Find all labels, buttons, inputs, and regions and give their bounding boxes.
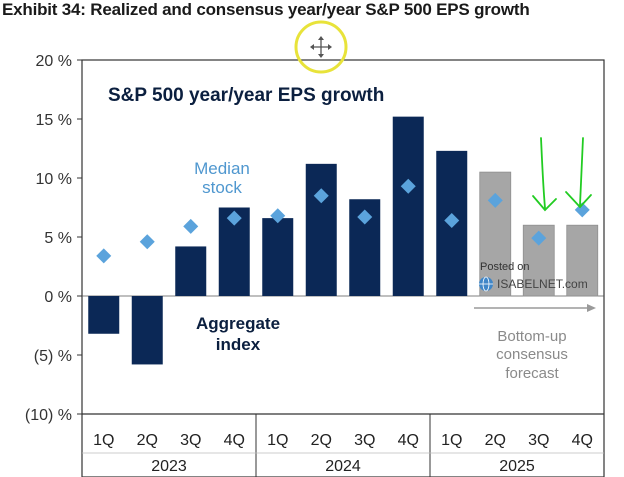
- median-marker: [96, 248, 112, 264]
- forecast-label-line-1: Bottom-up: [497, 328, 566, 345]
- x-tick-label: 1Q: [93, 432, 114, 449]
- year-label: 2025: [499, 458, 535, 475]
- aggregate-bar: [392, 116, 424, 296]
- y-tick-label: 10 %: [36, 171, 72, 188]
- aggregate-bar: [88, 296, 120, 334]
- median-label-line-1: Median: [194, 159, 250, 178]
- forecast-bar: [522, 224, 555, 297]
- x-tick-label: 2Q: [137, 432, 158, 449]
- median-marker: [183, 218, 199, 234]
- median-marker: [313, 188, 329, 204]
- x-tick-label: 1Q: [441, 432, 462, 449]
- year-label: 2024: [325, 458, 361, 475]
- aggregate-bar: [262, 218, 294, 296]
- forecast-arrow: [474, 304, 596, 312]
- aggregate-label-line-2: index: [216, 335, 261, 354]
- y-tick-label: (10) %: [25, 407, 72, 424]
- x-tick-label: 3Q: [528, 432, 549, 449]
- forecast-label-line-2: consensus: [496, 346, 568, 363]
- median-marker: [400, 178, 416, 194]
- chart-inner-title: S&P 500 year/year EPS growth: [108, 85, 384, 106]
- forecast-bar: [566, 224, 599, 297]
- median-marker: [357, 209, 373, 225]
- y-tick-label: 20 %: [36, 53, 72, 70]
- isabelnet-watermark: Posted on ISABELNET.com: [479, 261, 588, 292]
- aggregate-label-line-1: Aggregate: [196, 314, 280, 333]
- y-tick-label: (5) %: [34, 348, 72, 365]
- median-marker: [444, 212, 460, 228]
- year-label: 2023: [151, 458, 187, 475]
- aggregate-bar: [131, 296, 163, 365]
- median-marker: [487, 192, 503, 208]
- median-marker: [226, 210, 242, 226]
- median-marker: [531, 230, 547, 246]
- aggregate-bar: [175, 246, 207, 296]
- x-tick-label: 1Q: [267, 432, 288, 449]
- move-cursor-icon: [310, 36, 332, 58]
- exhibit-title: Exhibit 34: Realized and consensus year/…: [2, 0, 530, 19]
- y-tick-label: 0 %: [44, 289, 72, 306]
- x-tick-label: 2Q: [485, 432, 506, 449]
- median-marker: [139, 234, 155, 250]
- y-tick-label: 15 %: [36, 112, 72, 129]
- median-label-line-2: stock: [202, 178, 242, 197]
- forecast-bar: [479, 171, 512, 297]
- green-hand-marks: [532, 137, 592, 212]
- posted-on-text: Posted on: [480, 261, 530, 273]
- cursor-highlight: [294, 20, 348, 74]
- x-tick-label: 3Q: [180, 432, 201, 449]
- x-tick-label: 4Q: [398, 432, 419, 449]
- x-tick-label: 2Q: [311, 432, 332, 449]
- aggregate-bar: [305, 163, 337, 296]
- forecast-label-line-3: forecast: [505, 365, 559, 382]
- x-tick-label: 4Q: [224, 432, 245, 449]
- x-tick-label: 4Q: [572, 432, 593, 449]
- y-tick-label: 5 %: [44, 230, 72, 247]
- x-tick-label: 3Q: [354, 432, 375, 449]
- median-marker: [270, 208, 286, 224]
- globe-icon: [479, 276, 493, 292]
- source-text: ISABELNET.com: [497, 277, 588, 291]
